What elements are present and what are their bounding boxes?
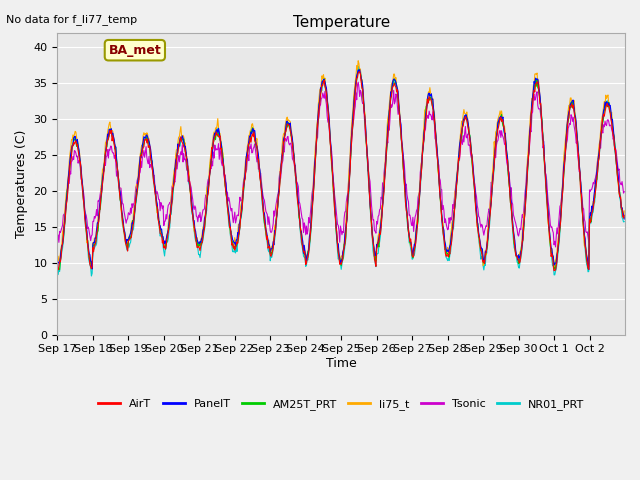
li75_t	[120, 228, 128, 233]
NR01_PRT	[121, 233, 129, 239]
Line: NR01_PRT: NR01_PRT	[58, 66, 624, 276]
PanelT	[252, 142, 260, 148]
PanelT	[120, 226, 128, 232]
li75_t	[274, 198, 282, 204]
AM25T_PRT	[54, 264, 61, 270]
Tsonic	[355, 79, 362, 85]
PanelT	[400, 171, 408, 177]
AirT	[550, 268, 558, 274]
AirT	[400, 175, 408, 180]
AM25T_PRT	[253, 145, 260, 151]
Line: AirT: AirT	[58, 72, 624, 271]
AirT	[274, 203, 282, 209]
li75_t	[400, 178, 408, 184]
Tsonic	[120, 208, 128, 214]
Title: Temperature: Temperature	[292, 15, 390, 30]
Tsonic	[552, 244, 559, 250]
Tsonic	[224, 198, 232, 204]
NR01_PRT	[433, 146, 440, 152]
Tsonic	[432, 137, 440, 143]
AirT	[224, 209, 232, 215]
AirT	[54, 266, 61, 272]
Y-axis label: Temperatures (C): Temperatures (C)	[15, 130, 28, 238]
AM25T_PRT	[225, 215, 233, 221]
NR01_PRT	[620, 219, 628, 225]
PanelT	[620, 216, 628, 222]
AM25T_PRT	[275, 194, 282, 200]
NR01_PRT	[253, 144, 260, 149]
AirT	[356, 69, 364, 75]
NR01_PRT	[275, 197, 282, 203]
Text: No data for f_li77_temp: No data for f_li77_temp	[6, 14, 138, 25]
PanelT	[356, 67, 364, 72]
AM25T_PRT	[433, 142, 440, 147]
Tsonic	[252, 153, 260, 159]
AM25T_PRT	[401, 183, 408, 189]
Tsonic	[400, 158, 408, 164]
AirT	[252, 142, 260, 148]
PanelT	[274, 204, 282, 210]
Line: AM25T_PRT: AM25T_PRT	[58, 69, 624, 270]
li75_t	[224, 209, 232, 215]
Tsonic	[274, 192, 282, 198]
PanelT	[54, 265, 61, 271]
Text: BA_met: BA_met	[109, 44, 161, 57]
li75_t	[620, 208, 628, 214]
AM25T_PRT	[56, 267, 63, 273]
NR01_PRT	[54, 272, 61, 278]
li75_t	[432, 131, 440, 136]
Line: PanelT: PanelT	[58, 70, 624, 269]
AirT	[120, 228, 128, 234]
NR01_PRT	[355, 63, 362, 69]
NR01_PRT	[225, 222, 233, 228]
Line: li75_t: li75_t	[58, 61, 624, 267]
li75_t	[252, 138, 260, 144]
PanelT	[432, 130, 440, 136]
AM25T_PRT	[121, 229, 129, 235]
AirT	[620, 213, 628, 218]
PanelT	[224, 205, 232, 211]
li75_t	[551, 264, 559, 270]
AM25T_PRT	[355, 66, 363, 72]
Tsonic	[54, 238, 61, 243]
Tsonic	[620, 189, 628, 194]
Legend: AirT, PanelT, AM25T_PRT, li75_t, Tsonic, NR01_PRT: AirT, PanelT, AM25T_PRT, li75_t, Tsonic,…	[94, 395, 589, 414]
X-axis label: Time: Time	[326, 357, 356, 370]
NR01_PRT	[88, 273, 95, 279]
AM25T_PRT	[620, 214, 628, 220]
NR01_PRT	[401, 186, 408, 192]
li75_t	[54, 258, 61, 264]
PanelT	[585, 266, 593, 272]
AirT	[432, 134, 440, 140]
Line: Tsonic: Tsonic	[58, 82, 624, 247]
li75_t	[355, 58, 362, 64]
